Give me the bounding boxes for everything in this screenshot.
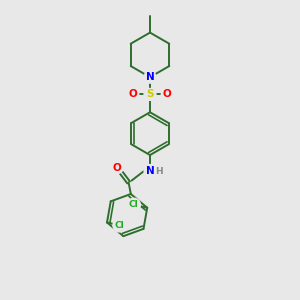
Text: H: H xyxy=(155,167,163,176)
Text: S: S xyxy=(146,89,154,99)
Circle shape xyxy=(127,88,139,101)
Text: Cl: Cl xyxy=(115,221,124,230)
Text: O: O xyxy=(163,89,172,99)
Text: O: O xyxy=(113,163,122,172)
Circle shape xyxy=(144,88,156,101)
Text: N: N xyxy=(146,72,154,82)
Circle shape xyxy=(144,71,156,83)
Text: Cl: Cl xyxy=(129,200,139,209)
Circle shape xyxy=(111,162,123,173)
Circle shape xyxy=(144,165,156,176)
Text: O: O xyxy=(128,89,137,99)
Circle shape xyxy=(113,219,126,232)
Circle shape xyxy=(127,198,140,211)
Circle shape xyxy=(161,88,173,101)
Text: N: N xyxy=(146,166,154,176)
